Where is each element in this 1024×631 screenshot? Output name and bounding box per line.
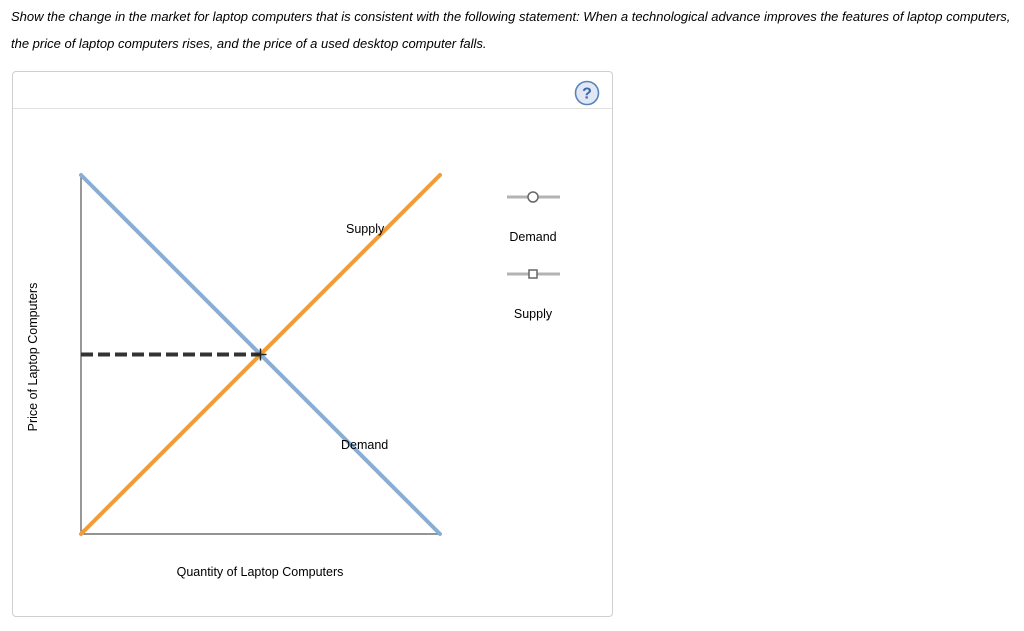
- supply-line-tool-icon: [507, 269, 560, 279]
- panel-divider: [13, 108, 612, 109]
- demand-tool-label: Demand: [509, 230, 556, 244]
- help-circle-icon[interactable]: ?: [574, 80, 600, 106]
- demand-line-tool-icon: [507, 191, 560, 203]
- x-axis-label: Quantity of Laptop Computers: [177, 565, 344, 579]
- equilibrium-crosshair-icon[interactable]: [254, 348, 267, 361]
- demand-line-tool[interactable]: Demand: [507, 191, 560, 244]
- graph-panel: ?: [12, 71, 613, 617]
- supply-tool-label: Supply: [514, 307, 553, 321]
- question-text: Show the change in the market for laptop…: [11, 9, 1011, 51]
- supply-curve-label: Supply: [346, 222, 385, 236]
- y-axis-label: Price of Laptop Computers: [26, 283, 40, 432]
- supply-line-tool[interactable]: Supply: [507, 269, 560, 321]
- help-glyph: ?: [582, 86, 592, 103]
- demand-curve-label: Demand: [341, 438, 388, 452]
